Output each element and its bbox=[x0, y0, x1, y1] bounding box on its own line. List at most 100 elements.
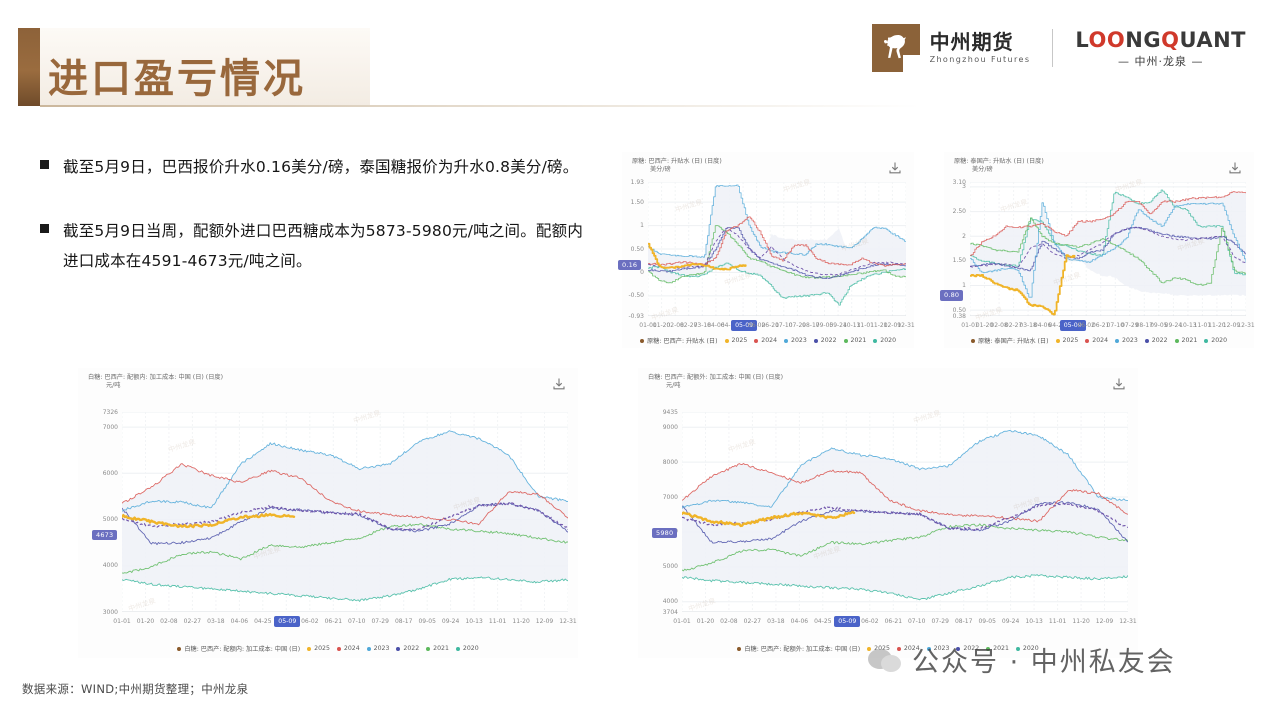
legend-label: 2025 bbox=[314, 645, 330, 652]
x-axis-tick: 04-25 bbox=[254, 618, 272, 625]
chart-brazil-in-quota-cost[interactable]: 白糖: 巴西产: 配额内: 加工成本: 中国 (日) (日度) 元/吨 7326 7… bbox=[78, 368, 578, 658]
x-axis-tick: 06-21 bbox=[884, 618, 903, 625]
legend-item-2024[interactable]: 2024 bbox=[754, 337, 777, 344]
x-axis-highlight-badge[interactable]: 05-09 bbox=[274, 616, 301, 628]
legend-label: 2024 bbox=[903, 645, 920, 652]
title-underline bbox=[40, 105, 920, 107]
x-axis-tick: 09-05 bbox=[815, 322, 834, 329]
x-axis-tick: 04-25 bbox=[814, 618, 832, 625]
y-axis-tick: 4000 bbox=[662, 598, 678, 606]
legend-item-2025[interactable]: 2025 bbox=[1055, 337, 1079, 344]
legend-label: 2023 bbox=[373, 645, 390, 652]
legend-item-2020[interactable]: 2020 bbox=[873, 337, 896, 344]
y-axis-tick: 3000 bbox=[102, 608, 118, 616]
legend-item-2025[interactable]: 2025 bbox=[724, 337, 747, 344]
x-axis-highlight-badge[interactable]: 05-09 bbox=[1059, 320, 1086, 332]
x-axis-tick: 10-13 bbox=[1025, 618, 1043, 625]
legend-item-2025[interactable]: 2025 bbox=[867, 645, 890, 652]
download-icon[interactable] bbox=[1112, 376, 1126, 390]
legend-item-2020[interactable]: 2020 bbox=[1015, 645, 1039, 652]
legend-item-2021[interactable]: 2021 bbox=[843, 337, 866, 344]
x-axis-tick: 02-08 bbox=[160, 618, 178, 625]
legend-item-2023[interactable]: 2023 bbox=[926, 645, 950, 652]
legend-label: 2022 bbox=[403, 645, 420, 652]
x-axis-tick: 12-09 bbox=[883, 322, 902, 329]
x-axis-tick: 12-09 bbox=[1095, 618, 1114, 625]
x-axis-highlight-badge[interactable]: 05-09 bbox=[731, 320, 758, 332]
y-axis-tick: 0.50 bbox=[952, 306, 966, 314]
legend-label: 2021 bbox=[433, 645, 449, 652]
y-axis-tick: 7000 bbox=[662, 493, 678, 501]
legend-label: 2020 bbox=[1022, 645, 1039, 652]
legend-item-2020[interactable]: 2020 bbox=[1204, 337, 1227, 344]
legend-label: 原糖: 泰国产: 升贴水 (日) bbox=[977, 338, 1049, 345]
x-axis-tick: 07-29 bbox=[1121, 322, 1139, 329]
legend-item-base[interactable]: 白糖: 巴西产: 配额内: 加工成本: 中国 (日) bbox=[177, 644, 300, 653]
download-icon[interactable] bbox=[1228, 160, 1242, 174]
legend-label: 2023 bbox=[933, 645, 950, 652]
page-title: 进口盈亏情况 bbox=[48, 56, 306, 102]
x-axis-tick: 02-27 bbox=[183, 618, 202, 625]
x-axis-tick: 01-20 bbox=[652, 322, 671, 329]
x-axis-tick: 06-02 bbox=[1077, 322, 1095, 329]
legend-item-base[interactable]: 白糖: 巴西产: 配额外: 加工成本: 中国 (日) bbox=[737, 644, 860, 653]
x-axis-tick: 11-20 bbox=[1072, 618, 1090, 625]
x-axis-tick: 01-01 bbox=[961, 322, 979, 329]
legend-item-2024[interactable]: 2024 bbox=[336, 645, 360, 652]
bullet-text: 截至5月9日，巴西报价升水0.16美分/磅，泰国糖报价为升水0.8美分/磅。 bbox=[63, 158, 579, 176]
legend-item-2021[interactable]: 2021 bbox=[426, 645, 449, 652]
legend-label: 2022 bbox=[963, 645, 980, 652]
y-axis-tick: 3.10 bbox=[952, 178, 966, 186]
x-axis-tick: 04-06 bbox=[230, 618, 249, 625]
download-icon[interactable] bbox=[888, 160, 902, 174]
x-axis-tick: 04-06 bbox=[790, 618, 809, 625]
chart-unit-label: 美分/磅 bbox=[972, 166, 993, 174]
legend-item-2022[interactable]: 2022 bbox=[956, 645, 979, 652]
chart-brazil-premium[interactable]: 原糖: 巴西产: 升贴水 (日) (日度) 美分/磅 1.93 1.50 1 0.50 0… bbox=[618, 152, 915, 348]
title-background bbox=[40, 28, 370, 106]
bullet-text: 截至5月9日当周，配额外进口巴西糖成本为5873-5980元/吨之间。配额内进口… bbox=[63, 222, 584, 271]
loongquant-logo: LOONGQUANT — 中州·龙泉 — bbox=[1075, 29, 1246, 68]
brand-logo: 中州期货 Zhongzhou Futures LOONGQUANT — 中州·龙… bbox=[871, 24, 1246, 72]
download-icon[interactable] bbox=[552, 376, 566, 390]
legend-item-2023[interactable]: 2023 bbox=[784, 337, 807, 344]
x-axis-tick: 04-25 bbox=[1048, 322, 1066, 329]
legend-item-base[interactable]: 原糖: 巴西产: 升贴水 (日) bbox=[639, 336, 718, 345]
y-axis-tick: 2.50 bbox=[952, 208, 966, 216]
x-axis-tick: 01-01 bbox=[639, 322, 657, 329]
legend-item-2025[interactable]: 2025 bbox=[307, 645, 330, 652]
legend-item-2022[interactable]: 2022 bbox=[396, 645, 419, 652]
chart-legend: 白糖: 巴西产: 配额内: 加工成本: 中国 (日) 2025 2024 2023 20… bbox=[78, 644, 578, 653]
x-axis-tick: 10-13 bbox=[465, 618, 483, 625]
legend-label: 2023 bbox=[791, 337, 807, 344]
x-axis-tick: 11-20 bbox=[870, 322, 888, 329]
legend-item-2022[interactable]: 2022 bbox=[1144, 337, 1168, 344]
chart-thailand-premium[interactable]: 原糖: 泰国产: 升贴水 (日) (日度) 美分/磅 3.10 3 2.50 2 1.50… bbox=[940, 152, 1255, 348]
x-axis-tick: 09-05 bbox=[978, 618, 996, 625]
legend-label: 2025 bbox=[1062, 337, 1079, 344]
legend-label: 2024 bbox=[761, 337, 778, 344]
plot-area bbox=[682, 412, 1128, 612]
legend-item-base[interactable]: 原糖: 泰国产: 升贴水 (日) bbox=[970, 336, 1049, 345]
list-item: 截至5月9日，巴西报价升水0.16美分/磅，泰国糖报价为升水0.8美分/磅。 bbox=[40, 152, 595, 182]
legend-item-2020[interactable]: 2020 bbox=[455, 645, 479, 652]
legend-item-2021[interactable]: 2021 bbox=[986, 645, 1009, 652]
chart-brazil-out-quota-cost[interactable]: 白糖: 巴西产: 配额外: 加工成本: 中国 (日) (日度) 元/吨 9435 9… bbox=[638, 368, 1138, 658]
x-axis-tick: 07-10 bbox=[775, 322, 793, 329]
loongquant-sub: — 中州·龙泉 — bbox=[1117, 54, 1204, 68]
y-axis-tick: 7000 bbox=[102, 423, 118, 431]
legend-item-2024[interactable]: 2024 bbox=[896, 645, 920, 652]
legend-item-2021[interactable]: 2021 bbox=[1174, 337, 1197, 344]
legend-item-2023[interactable]: 2023 bbox=[366, 645, 390, 652]
x-axis-tick: 11-20 bbox=[1208, 322, 1226, 329]
x-axis-highlight-badge[interactable]: 05-09 bbox=[834, 616, 861, 628]
x-axis-tick: 02-08 bbox=[666, 322, 684, 329]
square-bullet-icon bbox=[40, 224, 49, 234]
legend-label: 2020 bbox=[1211, 337, 1228, 344]
x-axis-tick: 03-18 bbox=[693, 322, 712, 329]
legend-item-2024[interactable]: 2024 bbox=[1085, 337, 1108, 344]
legend-item-2023[interactable]: 2023 bbox=[1115, 337, 1138, 344]
legend-label: 2023 bbox=[1122, 337, 1138, 344]
legend-item-2022[interactable]: 2022 bbox=[813, 337, 837, 344]
x-axis-tick: 08-17 bbox=[394, 618, 413, 625]
